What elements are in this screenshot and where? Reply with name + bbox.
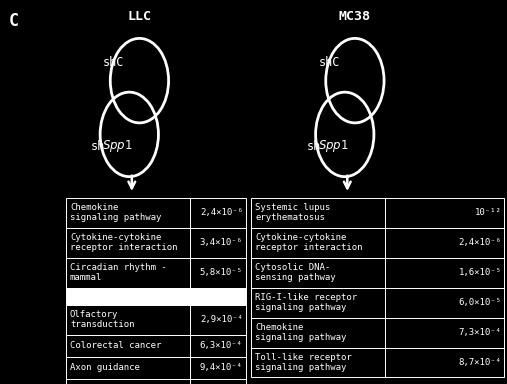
Bar [190, 305, 246, 335]
Bar [66, 379, 190, 384]
Bar [66, 335, 190, 357]
Text: Axon guidance: Axon guidance [70, 363, 140, 372]
Bar [385, 288, 504, 318]
Text: Colorectal cancer: Colorectal cancer [70, 341, 161, 350]
Bar [66, 198, 190, 228]
Bar [190, 357, 246, 379]
Bar [251, 288, 385, 318]
Text: 9,4×10⁻⁴: 9,4×10⁻⁴ [200, 363, 243, 372]
Text: shC: shC [318, 56, 340, 69]
Bar [190, 258, 246, 288]
Bar [66, 357, 190, 379]
Bar [251, 318, 385, 348]
Text: 2,4×10⁻⁶: 2,4×10⁻⁶ [200, 208, 243, 217]
Text: Cytokine-cytokine
receptor interaction: Cytokine-cytokine receptor interaction [70, 233, 177, 252]
Text: 6,3×10⁻⁴: 6,3×10⁻⁴ [200, 341, 243, 350]
Text: shC: shC [103, 56, 124, 69]
Text: $\mathit{Spp1}$: $\mathit{Spp1}$ [318, 138, 349, 154]
Text: 1,6×10⁻⁵: 1,6×10⁻⁵ [458, 268, 501, 277]
Text: Olfactory
transduction: Olfactory transduction [70, 310, 134, 329]
Bar [251, 348, 385, 377]
Bar [385, 258, 504, 288]
Text: sh: sh [307, 140, 321, 153]
Text: Cytosolic DNA-
sensing pathway: Cytosolic DNA- sensing pathway [255, 263, 336, 282]
Text: LLC: LLC [127, 10, 152, 23]
Text: 10⁻¹²: 10⁻¹² [475, 208, 501, 217]
Text: RIG-I-like receptor
signaling pathway: RIG-I-like receptor signaling pathway [255, 293, 357, 312]
Text: 5,8×10⁻⁵: 5,8×10⁻⁵ [200, 268, 243, 277]
Text: Circadian rhythm -
mammal: Circadian rhythm - mammal [70, 263, 167, 282]
Text: Systemic lupus
erythematosus: Systemic lupus erythematosus [255, 203, 330, 222]
Bar [385, 318, 504, 348]
Text: Chemokine
signaling pathway: Chemokine signaling pathway [255, 323, 346, 342]
Bar [190, 379, 246, 384]
Text: Toll-like receptor
signaling pathway: Toll-like receptor signaling pathway [255, 353, 352, 372]
Bar [190, 228, 246, 258]
Text: 2,9×10⁻⁴: 2,9×10⁻⁴ [200, 315, 243, 324]
Bar [66, 288, 246, 305]
Text: 7,3×10⁻⁴: 7,3×10⁻⁴ [458, 328, 501, 337]
Bar [251, 198, 385, 228]
Text: 6,0×10⁻⁵: 6,0×10⁻⁵ [458, 298, 501, 307]
Text: 3,4×10⁻⁶: 3,4×10⁻⁶ [200, 238, 243, 247]
Text: MC38: MC38 [339, 10, 371, 23]
Text: 8,7×10⁻⁴: 8,7×10⁻⁴ [458, 358, 501, 367]
Bar [66, 228, 190, 258]
Text: 2,4×10⁻⁶: 2,4×10⁻⁶ [458, 238, 501, 247]
Bar [66, 305, 190, 335]
Bar [190, 198, 246, 228]
Text: Chemokine
signaling pathway: Chemokine signaling pathway [70, 203, 161, 222]
Text: $\mathit{Spp1}$: $\mathit{Spp1}$ [102, 138, 133, 154]
Bar [190, 335, 246, 357]
Bar [385, 348, 504, 377]
Text: Cytokine-cytokine
receptor interaction: Cytokine-cytokine receptor interaction [255, 233, 363, 252]
Bar [385, 228, 504, 258]
Bar [251, 228, 385, 258]
Text: C: C [9, 12, 19, 30]
Bar [66, 258, 190, 288]
Bar [251, 258, 385, 288]
Text: sh: sh [91, 140, 105, 153]
Bar [385, 198, 504, 228]
